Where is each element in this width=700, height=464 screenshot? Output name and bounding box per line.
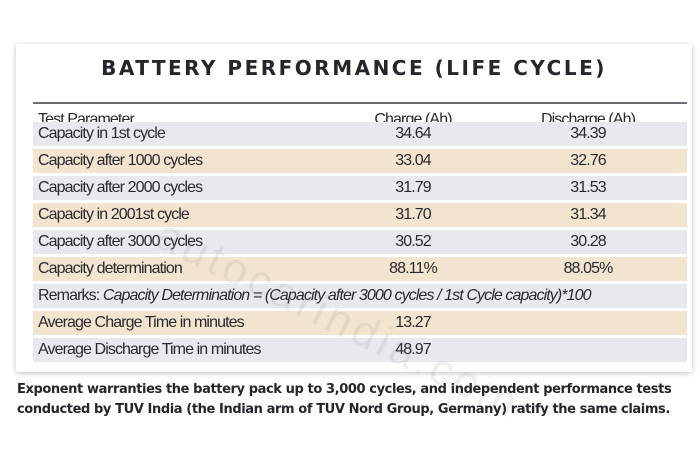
row-charge: 33.04 — [395, 152, 431, 169]
caption: Exponent warranties the battery pack up … — [17, 382, 672, 417]
table-title: BATTERY PERFORMANCE (LIFE CYCLE) — [101, 56, 607, 80]
remarks-formula: Capacity Determination = (Capacity after… — [102, 287, 592, 304]
table-row: Capacity in 2001st cycle 31.70 31.34 — [33, 203, 687, 227]
table-row: Capacity after 3000 cycles 30.52 30.28 — [33, 230, 687, 254]
table-row: Capacity after 1000 cycles 33.04 32.76 — [33, 149, 687, 173]
row-charge: 34.64 — [395, 125, 431, 142]
row-param: Capacity determination — [38, 260, 183, 277]
table-row: Capacity after 2000 cycles 31.79 31.53 — [33, 176, 687, 200]
row-discharge: 88.05% — [563, 260, 614, 277]
row-param: Capacity after 2000 cycles — [38, 179, 203, 196]
table-row: Average Discharge Time in minutes 48.97 — [33, 338, 687, 362]
row-value: 13.27 — [395, 314, 431, 331]
remarks-row: Remarks: Capacity Determination = (Capac… — [33, 284, 687, 308]
row-param: Capacity after 1000 cycles — [38, 152, 203, 169]
row-param: Average Discharge Time in minutes — [38, 341, 261, 358]
row-param: Capacity in 2001st cycle — [38, 206, 190, 223]
row-discharge: 31.53 — [570, 179, 606, 196]
row-discharge: 34.39 — [570, 125, 606, 142]
row-charge: 31.70 — [395, 206, 431, 223]
row-charge: 88.11% — [389, 260, 438, 277]
title-divider — [33, 102, 687, 104]
table-row: Capacity in 1st cycle 34.64 34.39 — [33, 122, 687, 146]
battery-performance-table-card: BATTERY PERFORMANCE (LIFE CYCLE) Test Pa… — [16, 44, 692, 372]
row-discharge: 31.34 — [570, 206, 606, 223]
row-charge: 30.52 — [395, 233, 431, 250]
row-param: Capacity in 1st cycle — [38, 125, 166, 142]
table-row: Capacity determination 88.11% 88.05% — [33, 257, 687, 281]
row-param: Average Charge Time in minutes — [38, 314, 245, 331]
row-discharge: 32.76 — [570, 152, 606, 169]
row-charge: 31.79 — [395, 179, 431, 196]
row-value: 48.97 — [395, 341, 431, 358]
remarks-label: Remarks: — [38, 287, 103, 304]
table-row: Average Charge Time in minutes 13.27 — [33, 311, 687, 335]
row-param: Capacity after 3000 cycles — [38, 233, 203, 250]
row-discharge: 30.28 — [570, 233, 606, 250]
